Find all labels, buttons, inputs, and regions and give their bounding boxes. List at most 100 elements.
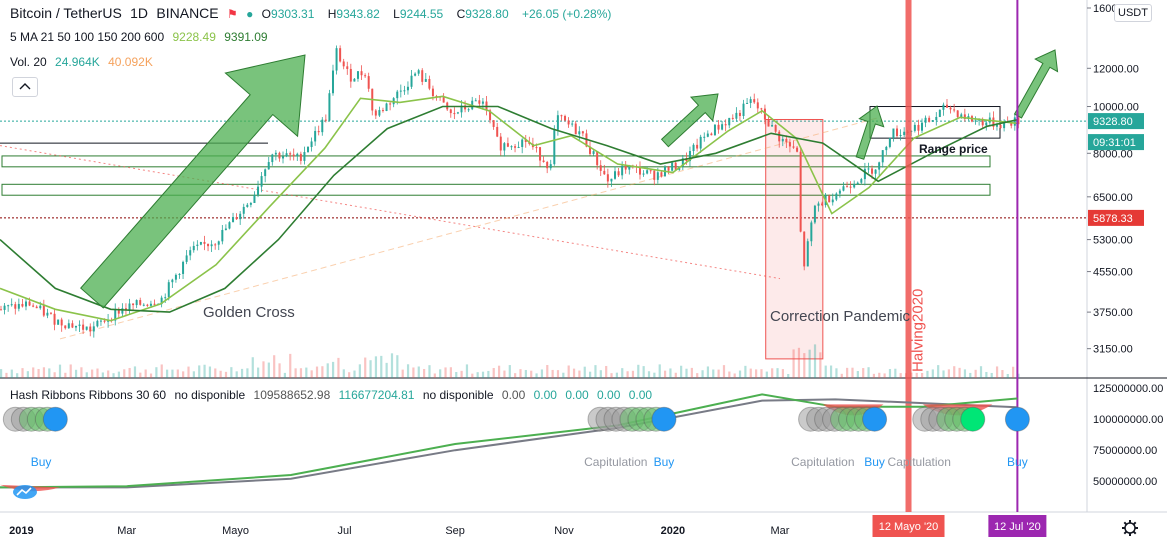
volume-bar <box>192 371 195 378</box>
chevron-up-icon <box>19 83 31 90</box>
volume-bar <box>230 367 233 378</box>
candle-body <box>656 172 659 180</box>
halving-line[interactable] <box>905 0 912 512</box>
x-tick-label: Mar <box>117 525 136 537</box>
signal-buy-marker[interactable] <box>651 406 677 432</box>
flag-icon[interactable]: ⚑ <box>226 7 238 21</box>
volume-bar <box>476 372 479 378</box>
volume-bar <box>572 368 576 378</box>
volume-legend[interactable]: Vol. 20 24.964K 40.092K <box>10 55 158 69</box>
candle-body <box>731 117 734 119</box>
capitulation-label: Capitulation <box>888 455 951 469</box>
volume-bar <box>888 369 892 378</box>
interval[interactable]: 1D <box>130 5 149 21</box>
candle-body <box>603 170 606 175</box>
zone-rectangle[interactable] <box>1 183 991 196</box>
candle-body <box>264 169 267 177</box>
hash-value-3: no disponible <box>422 388 494 402</box>
candle-body <box>307 147 310 153</box>
volume-value: 24.964K <box>55 55 100 69</box>
candle-body <box>713 124 716 136</box>
volume-bar <box>696 373 699 378</box>
candle-body <box>424 79 427 82</box>
candle-body <box>646 170 649 174</box>
trend-arrow-large[interactable] <box>80 54 306 309</box>
candle-body <box>221 229 224 242</box>
candle-body <box>749 99 752 103</box>
collapse-legend-button[interactable] <box>12 77 38 97</box>
candle-body <box>756 102 759 109</box>
volume-bar <box>653 372 656 378</box>
candle-body <box>899 135 902 137</box>
candle-body <box>1003 121 1006 129</box>
candle-body <box>53 313 56 325</box>
candle-body <box>167 282 170 298</box>
candle-body <box>274 152 277 155</box>
hash-ribbons-legend[interactable]: Hash Ribbons Ribbons 30 60 no disponible… <box>10 388 657 402</box>
volume-bar <box>690 367 693 378</box>
volume-bar <box>846 367 849 378</box>
candle-body <box>249 203 252 205</box>
candle-body <box>57 319 60 325</box>
currency-badge[interactable]: USDT <box>1114 4 1152 22</box>
candle-body <box>178 273 181 275</box>
volume-bar <box>171 369 174 378</box>
candle-body <box>182 261 185 274</box>
volume-bar <box>776 368 779 378</box>
settings-button[interactable] <box>1120 518 1140 543</box>
candle-body <box>981 119 984 126</box>
ma-legend[interactable]: 5 MA 21 50 100 150 200 600 9228.49 9391.… <box>10 30 273 44</box>
volume-bar <box>926 370 929 378</box>
signal-buy-marker[interactable] <box>1004 406 1030 432</box>
symbol-name[interactable]: Bitcoin / TetherUS <box>10 5 122 21</box>
candle-body <box>467 109 470 111</box>
volume-bar <box>155 367 158 378</box>
volume-bar <box>824 365 827 378</box>
signal-buy-marker[interactable] <box>42 406 68 432</box>
volume-bar <box>273 355 276 378</box>
volume-bar <box>481 371 485 378</box>
signal-buy-marker[interactable] <box>862 406 888 432</box>
volume-bar <box>444 367 447 378</box>
trend-arrow-small-1[interactable] <box>660 93 719 148</box>
volume-bar <box>615 372 618 378</box>
volume-bar <box>123 369 126 378</box>
candle-body <box>406 86 409 91</box>
candle-body <box>103 320 106 322</box>
volume-bar <box>1001 370 1004 378</box>
volume-bar <box>423 368 426 378</box>
volume-bar <box>487 370 490 378</box>
volume-bar <box>765 371 768 378</box>
candle-body <box>117 309 120 314</box>
correction-box[interactable] <box>765 118 824 360</box>
candle-body <box>296 153 299 157</box>
range-rectangle[interactable] <box>869 106 1001 139</box>
hash-y-tick-label: 50000000.00 <box>1093 476 1157 488</box>
volume-bar <box>535 373 538 378</box>
y-tick-label: 4550.00 <box>1093 267 1133 279</box>
volume-bar <box>80 367 83 378</box>
y-tick-label: 5300.00 <box>1093 235 1133 247</box>
candle-body <box>717 124 720 130</box>
candle-body <box>517 146 520 148</box>
volume-bar <box>755 369 758 378</box>
volume-bar <box>492 368 495 378</box>
candle-body <box>21 303 24 307</box>
signal-marker[interactable] <box>960 406 986 432</box>
volume-bar <box>647 371 651 378</box>
x-tick-label: 2019 <box>9 525 33 537</box>
hash-value-7: 0.00 <box>597 388 621 402</box>
trend-arrow-small-2[interactable] <box>855 105 885 160</box>
volume-bar <box>433 373 436 378</box>
candle-body <box>995 124 998 127</box>
candle-body <box>721 124 724 130</box>
volume-bar <box>182 371 185 378</box>
candle-body <box>421 70 424 82</box>
zone-rectangle[interactable] <box>1 155 991 168</box>
trendline-up <box>59 116 881 340</box>
volume-bar <box>829 365 833 378</box>
trend-arrow-small-3[interactable] <box>1013 49 1059 119</box>
candle-body <box>524 139 527 142</box>
volume-bar <box>144 369 147 378</box>
